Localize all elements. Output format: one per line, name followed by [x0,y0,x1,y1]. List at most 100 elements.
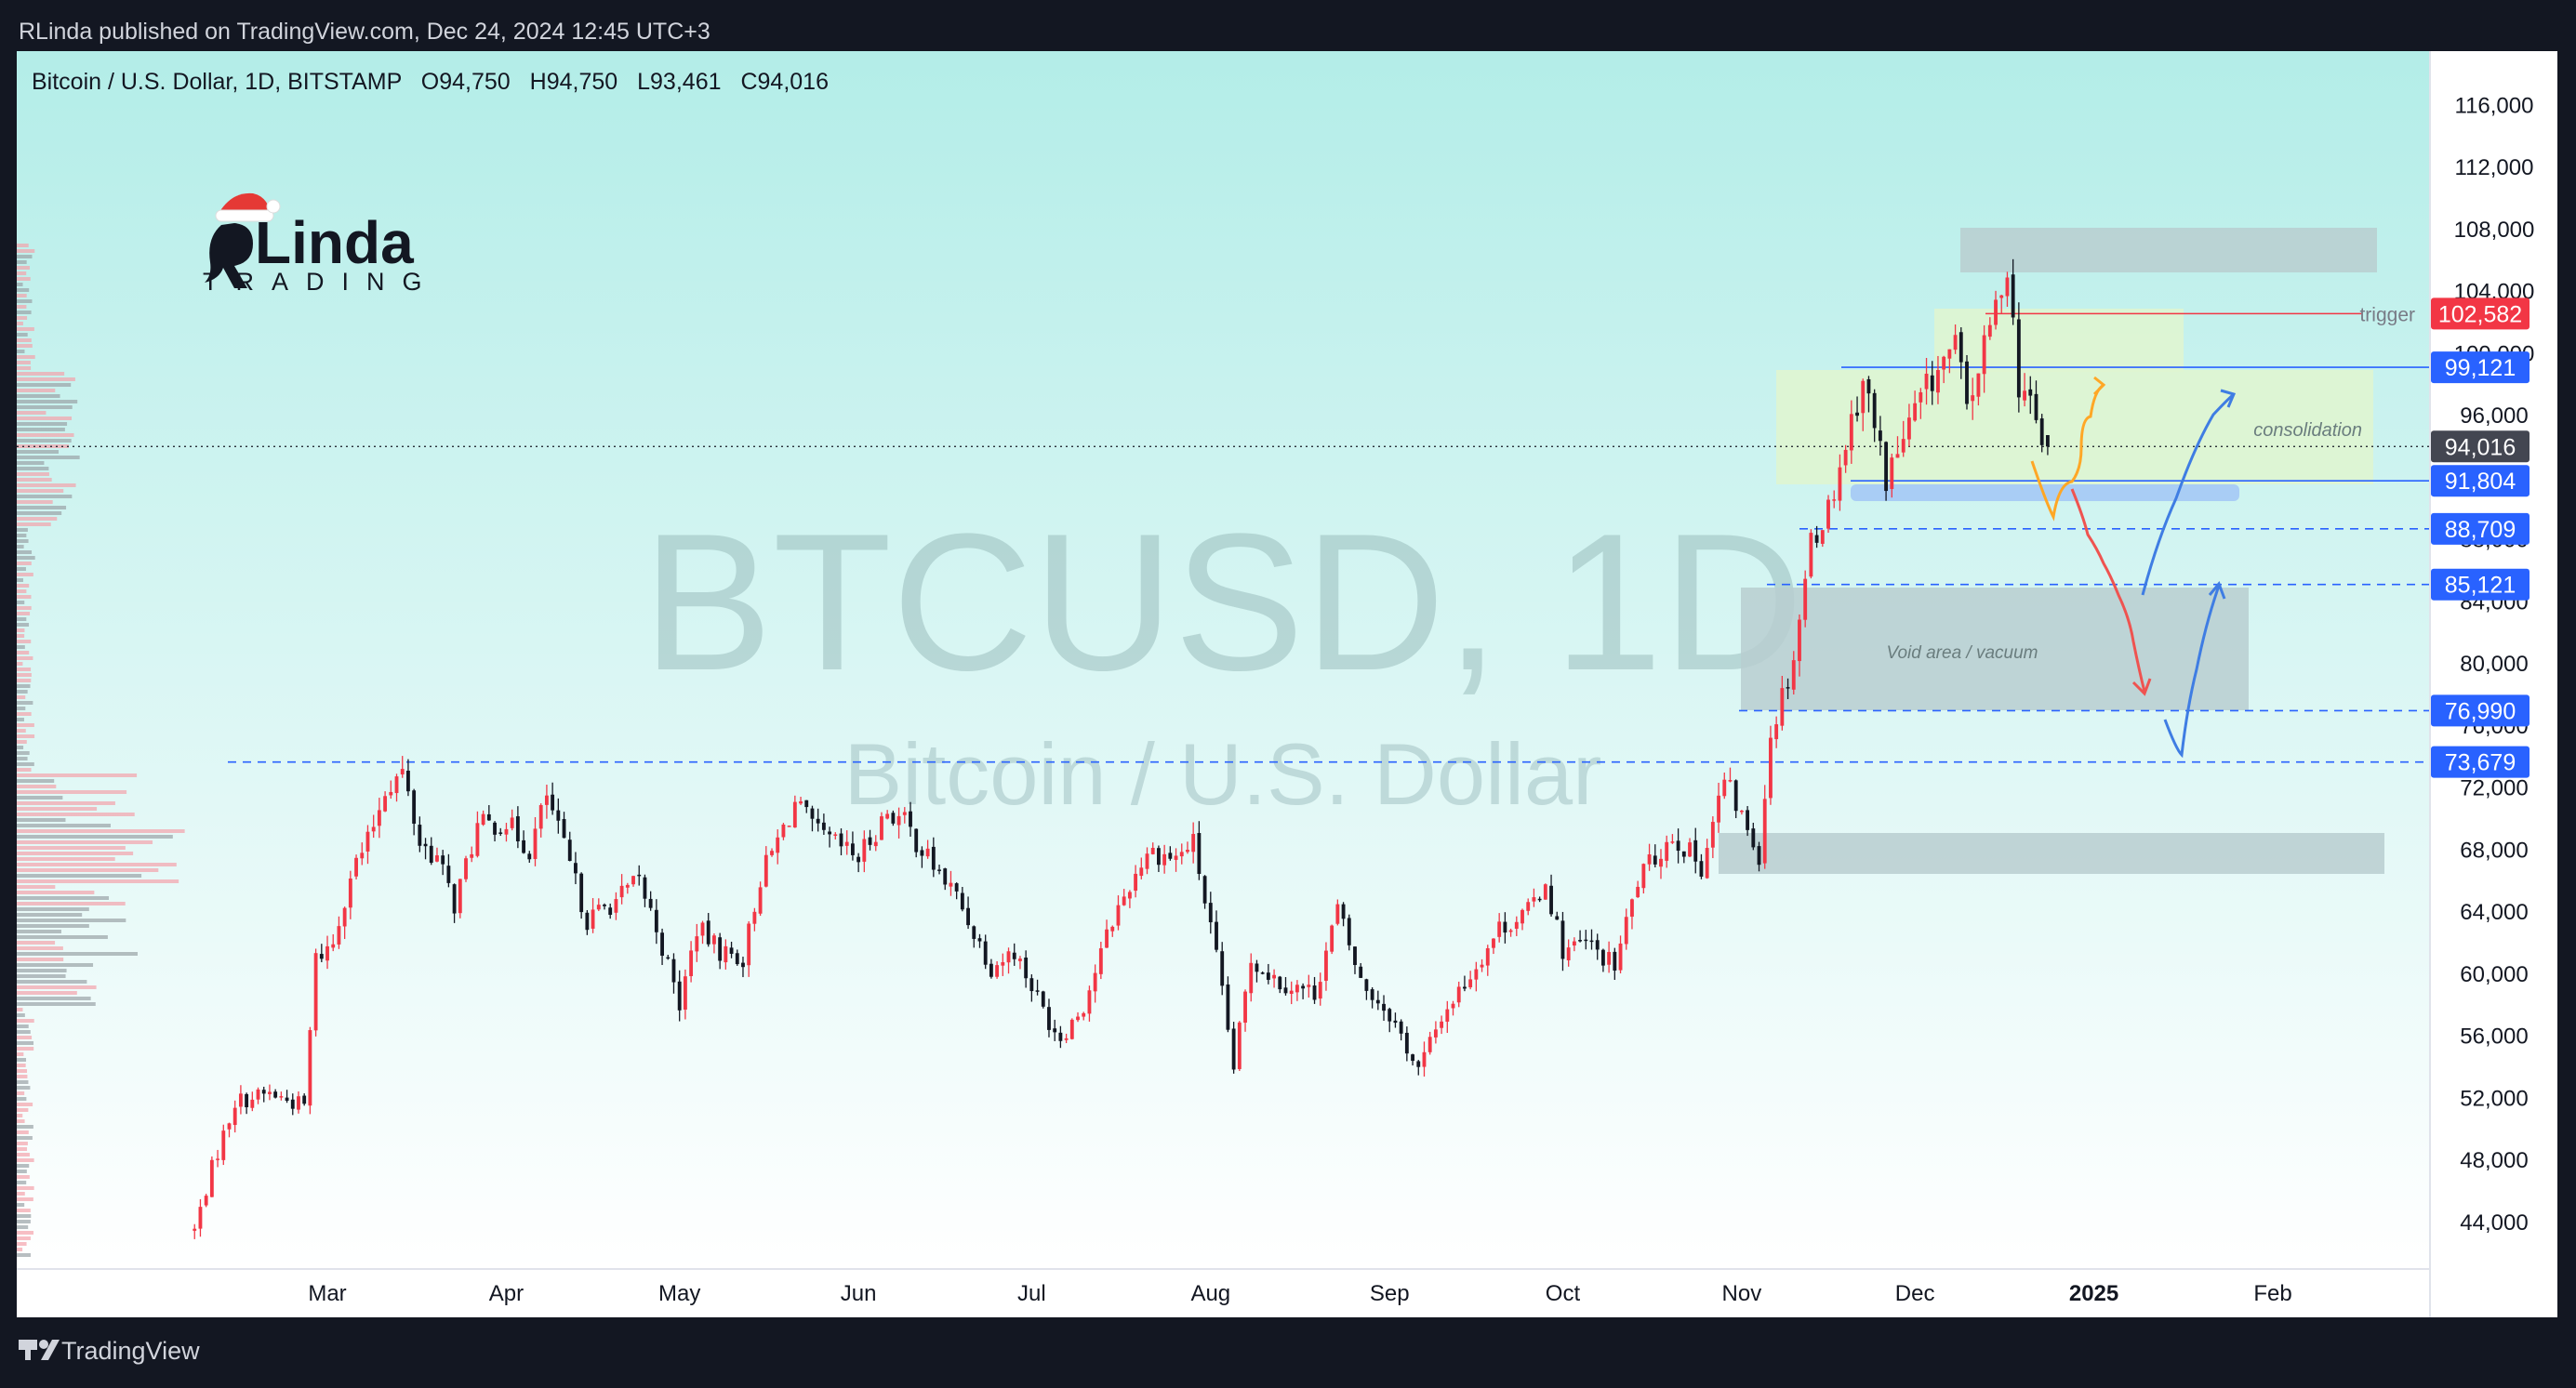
candle-body[interactable] [741,962,745,968]
candle-body[interactable] [828,831,832,835]
candles[interactable] [193,258,2050,1239]
candle-body[interactable] [1156,848,1161,866]
candle-body[interactable] [821,822,826,830]
candle-body[interactable] [833,834,838,836]
candle-body[interactable] [1359,966,1363,978]
candle-body[interactable] [1370,989,1374,1000]
candle-body[interactable] [654,909,658,932]
candle-body[interactable] [689,950,694,976]
candle-body[interactable] [614,899,618,913]
lower-demand-zone[interactable] [1719,833,2384,874]
candle-body[interactable] [619,885,624,898]
candle-body[interactable] [2016,319,2021,398]
trigger-annotation[interactable]: trigger [2359,304,2415,325]
candle-body[interactable] [522,839,526,853]
candle-body[interactable] [1636,886,1640,898]
candle-body[interactable] [1982,335,1986,375]
candle-body[interactable] [844,841,849,846]
candle-body[interactable] [1093,972,1097,992]
candle-body[interactable] [1260,972,1265,974]
candle-body[interactable] [1607,951,1612,965]
candle-body[interactable] [493,822,497,835]
top-supply-zone[interactable] [1960,228,2377,272]
candle-body[interactable] [1919,391,1923,403]
candle-body[interactable] [1849,414,1853,451]
candle-body[interactable] [603,905,606,906]
blue-lower-scenario-arrow[interactable] [2163,585,2221,759]
candle-body[interactable] [227,1123,232,1130]
candle-body[interactable] [1600,949,1605,966]
candle-body[interactable] [1670,841,1675,843]
candle-body[interactable] [365,831,370,852]
candle-body[interactable] [850,843,855,855]
candle-body[interactable] [452,884,457,914]
candle-body[interactable] [1947,349,1952,359]
candle-body[interactable] [1427,1037,1432,1052]
candle-body[interactable] [787,826,791,827]
candle-body[interactable] [1832,499,1837,501]
candle-body[interactable] [891,813,896,824]
candle-body[interactable] [481,813,485,826]
candle-body[interactable] [666,957,671,959]
candle-body[interactable] [1942,356,1946,370]
candle-body[interactable] [1375,999,1380,1004]
candle-body[interactable] [799,801,803,804]
candle-body[interactable] [949,882,953,887]
candle-body[interactable] [1122,896,1126,906]
candle-body[interactable] [885,813,890,819]
candle-body[interactable] [1762,799,1767,864]
candle-body[interactable] [995,965,1000,977]
upper-consolidation-zone[interactable] [1934,309,2184,372]
candle-body[interactable] [1913,403,1918,421]
candle-body[interactable] [1976,373,1981,397]
candle-body[interactable] [331,944,336,948]
candle-body[interactable] [1705,848,1709,879]
blue-upper-scenario-arrow[interactable] [2141,392,2235,596]
candle-body[interactable] [1746,810,1750,830]
candle-body[interactable] [1433,1029,1438,1038]
candle-body[interactable] [394,776,399,794]
candle-body[interactable] [475,823,480,856]
candle-body[interactable] [1994,299,1998,325]
candle-body[interactable] [273,1091,278,1098]
candle-body[interactable] [1058,1032,1063,1041]
candle-body[interactable] [1098,948,1103,974]
candle-body[interactable] [909,811,912,827]
candle-body[interactable] [538,805,543,829]
candle-body[interactable] [1508,930,1513,932]
candle-body[interactable] [285,1097,289,1102]
candle-body[interactable] [1082,1012,1086,1017]
candle-body[interactable] [1566,947,1571,960]
candle-body[interactable] [1861,380,1866,414]
candle-body[interactable] [1549,885,1553,915]
candle-body[interactable] [683,976,687,1011]
candle-body[interactable] [804,800,809,808]
candle-body[interactable] [1503,921,1507,933]
candle-body[interactable] [1578,940,1583,942]
candle-body[interactable] [1485,947,1490,966]
candle-body[interactable] [313,953,318,1031]
candle-body[interactable] [2039,418,2044,445]
candle-body[interactable] [1589,940,1594,943]
candle-body[interactable] [1145,853,1149,869]
candle-body[interactable] [648,898,653,908]
candle-body[interactable] [1162,853,1167,866]
candle-body[interactable] [1474,969,1479,980]
candle-body[interactable] [1901,439,1905,453]
candle-body[interactable] [1243,991,1247,1023]
candle-body[interactable] [261,1090,266,1094]
candle-body[interactable] [1739,810,1744,813]
candle-body[interactable] [1878,430,1882,442]
candle-body[interactable] [631,876,635,885]
candle-body[interactable] [1572,941,1576,946]
candle-body[interactable] [1999,295,2004,298]
candle-body[interactable] [1289,990,1294,994]
candle-body[interactable] [290,1099,295,1109]
candle-body[interactable] [515,816,520,841]
candle-body[interactable] [1191,834,1196,853]
candle-body[interactable] [1312,985,1317,1000]
candle-body[interactable] [1710,822,1715,848]
candle-body[interactable] [1127,892,1132,899]
candle-body[interactable] [256,1089,260,1100]
candle-body[interactable] [1174,855,1178,860]
